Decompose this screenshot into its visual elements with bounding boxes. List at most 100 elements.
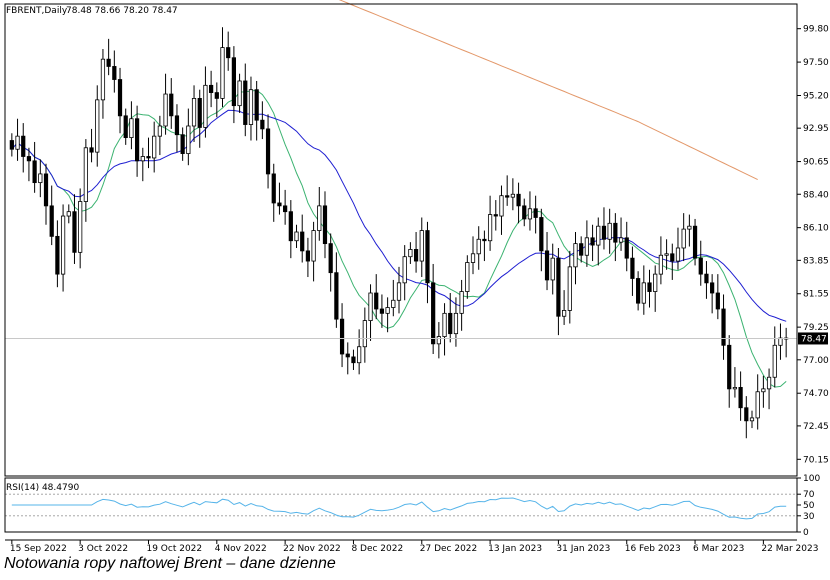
candle-body bbox=[749, 417, 755, 422]
candle-body bbox=[209, 84, 214, 93]
candle-body bbox=[9, 140, 14, 150]
y-tick-label: 97.50 bbox=[803, 58, 829, 68]
candle-body bbox=[636, 278, 641, 304]
rsi-tick-label: 100 bbox=[803, 474, 820, 484]
candle-body bbox=[311, 230, 316, 262]
candle-body bbox=[180, 134, 185, 154]
candle-body bbox=[146, 156, 151, 159]
candle-body bbox=[265, 128, 271, 175]
candle-body bbox=[681, 228, 686, 249]
chart-caption: Notowania ropy naftowej Brent – dane dzi… bbox=[4, 555, 336, 572]
candle-body bbox=[408, 249, 413, 258]
y-tick-label: 95.20 bbox=[803, 91, 829, 101]
candle-body bbox=[692, 225, 698, 259]
candle-body bbox=[368, 292, 373, 322]
candle-body bbox=[641, 282, 646, 304]
candle-body bbox=[732, 387, 738, 390]
candle-body bbox=[305, 250, 311, 262]
candle-body bbox=[539, 217, 544, 252]
y-tick-label: 72.45 bbox=[803, 422, 829, 432]
candle-body bbox=[317, 205, 322, 231]
candle-body bbox=[134, 118, 140, 162]
candle-body bbox=[487, 214, 493, 242]
candle-body bbox=[493, 214, 498, 217]
candle-body bbox=[431, 282, 436, 345]
candle-body bbox=[516, 193, 521, 207]
candle-body bbox=[499, 195, 504, 217]
candle-body bbox=[231, 57, 236, 107]
candle-body bbox=[117, 79, 123, 117]
candle-body bbox=[220, 47, 225, 99]
candle-body bbox=[339, 318, 345, 355]
candle-body bbox=[670, 253, 675, 262]
candle-body bbox=[613, 222, 618, 243]
candle-body bbox=[243, 80, 248, 125]
price-panel bbox=[5, 0, 797, 439]
candle-body bbox=[766, 376, 772, 390]
candle-body bbox=[755, 391, 760, 419]
candle-body bbox=[596, 225, 601, 246]
candle-body bbox=[647, 282, 652, 292]
y-tick-label: 86.10 bbox=[803, 224, 829, 234]
candle-body bbox=[32, 160, 37, 184]
candle-body bbox=[584, 237, 589, 256]
candle-body bbox=[738, 387, 743, 409]
candle-body bbox=[186, 125, 191, 154]
candle-body bbox=[21, 135, 26, 157]
candle-body bbox=[288, 211, 293, 242]
x-tick-label: 27 Dec 2022 bbox=[420, 544, 478, 554]
y-tick-label: 74.70 bbox=[803, 389, 829, 399]
candle-body bbox=[260, 119, 265, 130]
candle-body bbox=[100, 58, 106, 101]
candle-body bbox=[174, 115, 180, 136]
candle-body bbox=[402, 256, 407, 284]
candle-body bbox=[49, 205, 54, 237]
candle-body bbox=[374, 292, 379, 310]
candle-body bbox=[396, 282, 402, 301]
candle-body bbox=[248, 89, 254, 125]
x-tick-label: 19 Oct 2022 bbox=[146, 544, 202, 554]
candle-body bbox=[271, 173, 276, 204]
candle-body bbox=[505, 195, 510, 198]
candle-body bbox=[664, 253, 669, 256]
y-tick-label: 77.00 bbox=[803, 356, 829, 366]
x-tick-label: 13 Jan 2023 bbox=[488, 544, 542, 554]
candle-body bbox=[618, 237, 624, 243]
candle-body bbox=[157, 125, 162, 137]
x-tick-label: 31 Jan 2023 bbox=[556, 544, 610, 554]
candle-body bbox=[607, 222, 612, 240]
x-tick-label: 8 Dec 2022 bbox=[351, 544, 403, 554]
candle-body bbox=[482, 238, 487, 242]
x-tick-label: 3 Oct 2022 bbox=[78, 544, 128, 554]
candle-body bbox=[653, 273, 658, 292]
candle-body bbox=[391, 299, 396, 308]
candle-body bbox=[283, 205, 288, 213]
last-price-label: 78.47 bbox=[801, 334, 827, 344]
candle-body bbox=[562, 310, 567, 317]
candle-body bbox=[129, 118, 134, 139]
candle-body bbox=[163, 93, 168, 127]
candle-body bbox=[419, 230, 424, 262]
y-tick-label: 88.40 bbox=[803, 190, 829, 200]
candle-body bbox=[385, 307, 390, 314]
candle-body bbox=[550, 257, 555, 281]
y-tick-label: 90.65 bbox=[803, 158, 829, 168]
candle-body bbox=[95, 99, 100, 153]
candle-body bbox=[687, 225, 692, 230]
candle-body bbox=[556, 257, 561, 317]
candle-body bbox=[624, 237, 629, 259]
candle-body bbox=[413, 249, 419, 262]
candle-body bbox=[567, 266, 572, 311]
candle-body bbox=[727, 344, 732, 390]
sma-short-line bbox=[11, 89, 787, 388]
candle-body bbox=[43, 173, 49, 207]
candle-body bbox=[123, 115, 128, 139]
candle-body bbox=[83, 147, 88, 202]
candle-body bbox=[533, 208, 538, 218]
candle-body bbox=[357, 346, 362, 364]
candle-body bbox=[89, 147, 94, 153]
candle-body bbox=[744, 407, 749, 422]
x-tick-label: 22 Mar 2023 bbox=[761, 544, 818, 554]
candle-body bbox=[573, 243, 578, 268]
sma-long-line bbox=[338, 0, 758, 181]
